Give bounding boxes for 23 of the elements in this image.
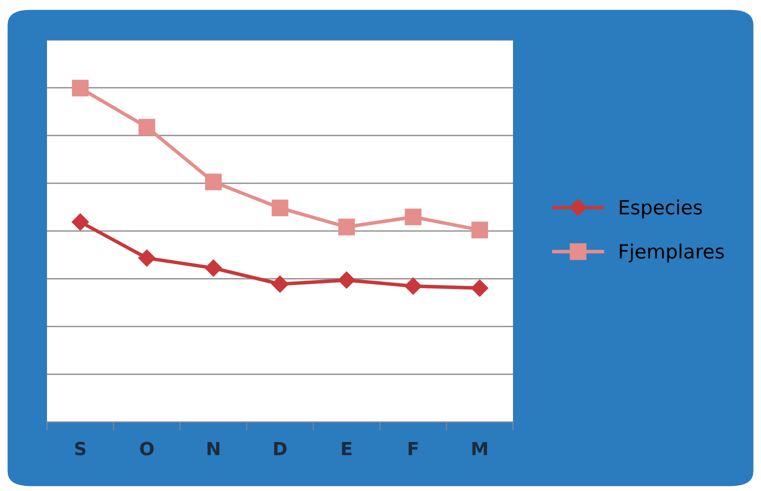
point [338, 218, 355, 236]
point [138, 118, 156, 136]
point [404, 278, 422, 295]
point [471, 280, 488, 297]
x-tick-label: F [408, 442, 418, 456]
point [204, 260, 222, 277]
point [471, 222, 488, 238]
x-tick-label: N [208, 442, 220, 456]
point [205, 174, 222, 190]
x-tick-label: S [75, 442, 86, 456]
x-tick-label: O [140, 442, 154, 456]
legend-label: Especies [620, 200, 702, 218]
point [338, 272, 356, 289]
point [271, 276, 289, 293]
x-tick-label: E [342, 442, 352, 456]
point [138, 249, 156, 267]
legend-label: Fjemplares [620, 244, 724, 262]
x-tick-label: D [274, 442, 287, 456]
point [404, 208, 422, 226]
point [72, 80, 89, 96]
point [72, 213, 89, 231]
point [272, 200, 288, 216]
x-tick-label: M [472, 442, 488, 456]
